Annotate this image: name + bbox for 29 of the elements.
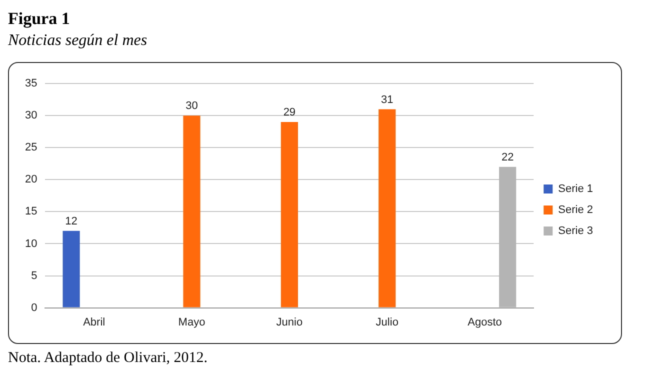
legend-label: Serie 2 bbox=[558, 204, 594, 216]
y-tick-label: 15 bbox=[24, 206, 38, 218]
y-tick-label: 30 bbox=[24, 110, 38, 122]
y-tick-label: 10 bbox=[24, 238, 38, 250]
y-tick-label: 25 bbox=[24, 142, 38, 154]
data-label: 22 bbox=[501, 151, 514, 164]
data-label: 31 bbox=[381, 94, 394, 106]
data-label: 29 bbox=[283, 106, 296, 119]
y-tick-label: 35 bbox=[24, 78, 38, 90]
y-tick-label: 0 bbox=[31, 302, 38, 314]
bar bbox=[280, 122, 298, 308]
x-tick-label: Agosto bbox=[468, 316, 502, 328]
x-tick-label: Mayo bbox=[178, 316, 206, 328]
text: Nota. Adaptado de Olivari, 2012. bbox=[8, 350, 209, 367]
data-label: 30 bbox=[186, 100, 198, 112]
bar bbox=[62, 230, 80, 308]
y-tick-label: 5 bbox=[31, 270, 38, 282]
x-tick-label: Julio bbox=[376, 316, 398, 328]
chart-title: Figura 1 bbox=[8, 8, 71, 30]
legend-label: Serie 1 bbox=[558, 183, 594, 196]
legend-label: Serie 3 bbox=[558, 225, 594, 238]
y-tick-label: 20 bbox=[24, 174, 38, 186]
x-tick-label: Abril bbox=[83, 316, 106, 328]
x-tick-label: Junio bbox=[276, 316, 303, 328]
bar bbox=[378, 109, 396, 308]
chart-subtitle: Noticias según el mes bbox=[8, 31, 148, 51]
bar bbox=[499, 166, 516, 308]
bar bbox=[183, 116, 200, 308]
data-label: 12 bbox=[65, 215, 78, 228]
